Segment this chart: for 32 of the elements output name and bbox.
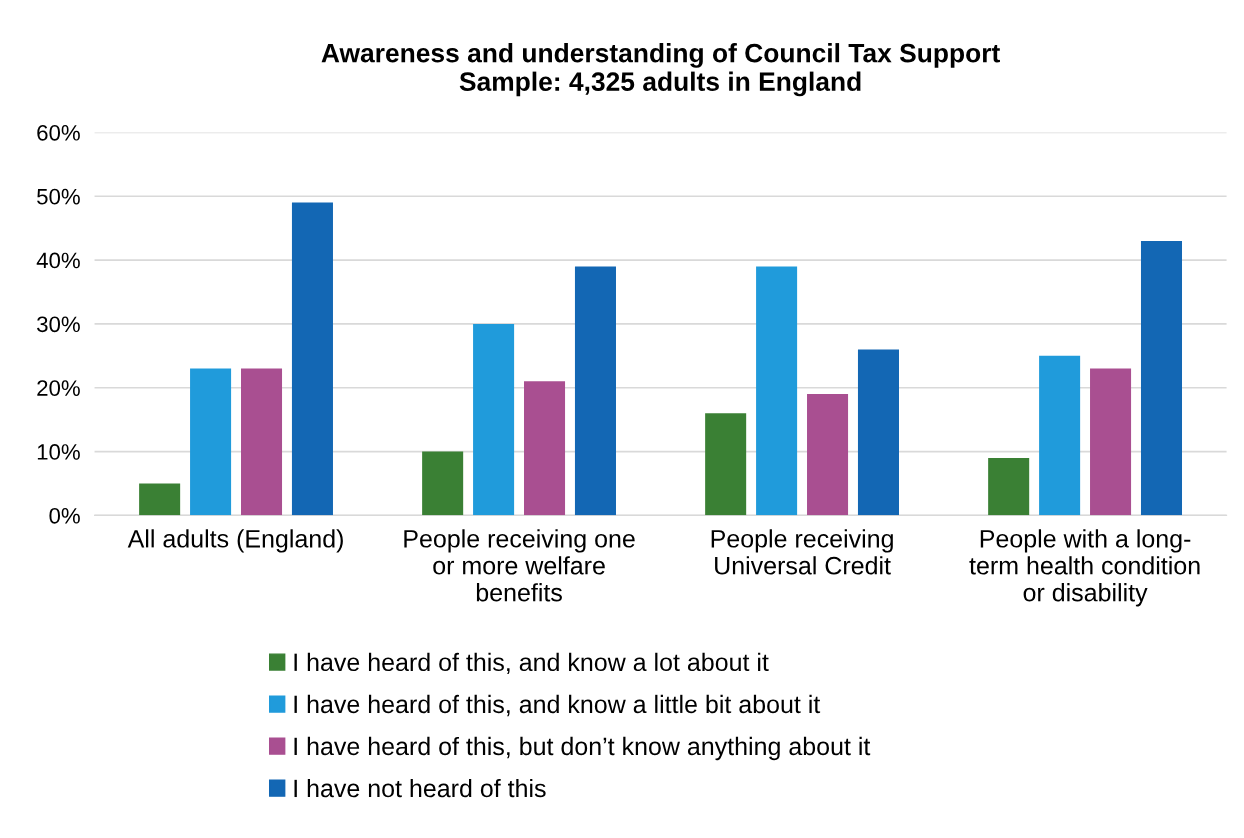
bar bbox=[524, 381, 566, 516]
y-tick-label: 10% bbox=[37, 444, 80, 460]
bar bbox=[190, 368, 232, 516]
bar bbox=[1090, 368, 1132, 516]
bar bbox=[857, 349, 899, 516]
x-tick-label: People with a long- term health condition or disability bbox=[969, 529, 1200, 607]
bar bbox=[241, 368, 283, 516]
bar bbox=[988, 457, 1030, 516]
bar bbox=[291, 202, 333, 516]
bar bbox=[473, 323, 515, 516]
x-tick-label: All adults (England) bbox=[127, 529, 343, 553]
chart-title: Awareness and understanding of Council Tax Support Sample: 4,325 adults in England bbox=[321, 43, 1000, 97]
legend-label: I have not heard of this bbox=[294, 778, 546, 798]
bar bbox=[422, 451, 464, 516]
bar bbox=[1039, 355, 1081, 516]
bar bbox=[139, 483, 181, 516]
y-tick-label: 60% bbox=[37, 124, 80, 141]
bar bbox=[807, 394, 849, 516]
y-tick-label: 20% bbox=[37, 380, 80, 396]
legend-label: I have heard of this, and know a lot about it bbox=[294, 652, 769, 675]
legend-label: I have heard of this, but don’t know anything about it bbox=[294, 736, 871, 761]
x-tick-label: People receiving one or more welfare benefits bbox=[404, 529, 635, 602]
y-tick-label: 30% bbox=[37, 316, 80, 333]
y-tick-label: 0% bbox=[49, 507, 80, 524]
y-tick-label: 40% bbox=[36, 252, 80, 269]
x-tick-label: People receiving Universal Credit bbox=[711, 529, 893, 575]
bar bbox=[705, 413, 747, 516]
bar bbox=[756, 266, 798, 516]
legend-label: I have heard of this, and know a little bit about it bbox=[294, 694, 821, 717]
bar bbox=[574, 266, 616, 516]
bar bbox=[1140, 240, 1183, 516]
y-tick-label: 50% bbox=[37, 188, 80, 205]
